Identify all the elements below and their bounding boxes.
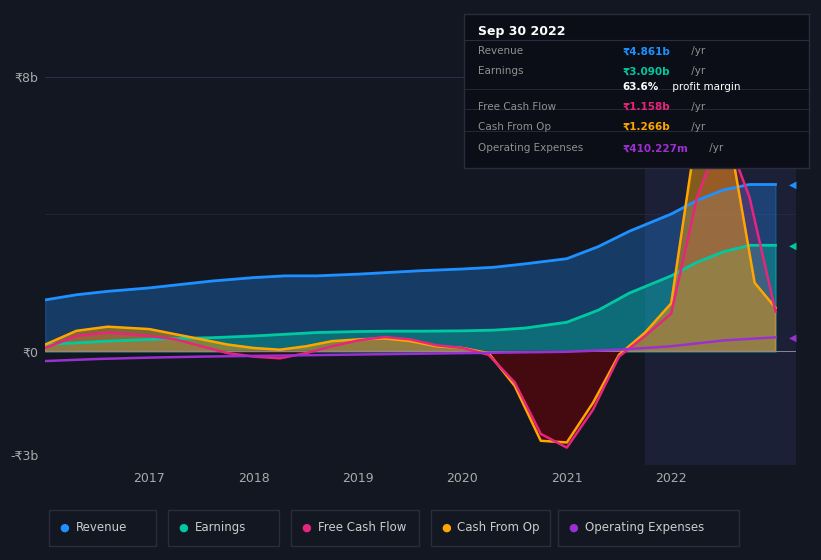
Text: /yr: /yr (688, 122, 705, 132)
Text: ₹1.266b: ₹1.266b (622, 122, 670, 132)
Text: ◀: ◀ (789, 179, 796, 189)
Text: ●: ● (301, 523, 311, 533)
Text: ◀: ◀ (789, 240, 796, 250)
Text: Sep 30 2022: Sep 30 2022 (478, 25, 565, 38)
Text: 63.6%: 63.6% (622, 82, 658, 92)
Text: ₹4.861b: ₹4.861b (622, 46, 671, 57)
Text: Earnings: Earnings (478, 67, 523, 76)
Text: profit margin: profit margin (669, 82, 741, 92)
Text: ₹3.090b: ₹3.090b (622, 67, 670, 76)
Text: ◀: ◀ (789, 332, 796, 342)
Text: Operating Expenses: Operating Expenses (585, 521, 704, 534)
Text: ●: ● (568, 523, 578, 533)
Bar (645, 56, 796, 465)
Text: Earnings: Earnings (195, 521, 246, 534)
Text: Free Cash Flow: Free Cash Flow (478, 102, 556, 112)
Text: /yr: /yr (688, 102, 705, 112)
Text: ₹410.227m: ₹410.227m (622, 143, 688, 153)
Text: Cash From Op: Cash From Op (457, 521, 539, 534)
Text: ₹1.158b: ₹1.158b (622, 102, 670, 112)
Text: ●: ● (178, 523, 188, 533)
Text: /yr: /yr (688, 46, 705, 57)
Text: Operating Expenses: Operating Expenses (478, 143, 583, 153)
Text: Free Cash Flow: Free Cash Flow (318, 521, 406, 534)
Text: Cash From Op: Cash From Op (478, 122, 551, 132)
Text: ●: ● (59, 523, 69, 533)
Text: Revenue: Revenue (76, 521, 127, 534)
Text: /yr: /yr (688, 67, 705, 76)
Text: /yr: /yr (706, 143, 723, 153)
Text: Revenue: Revenue (478, 46, 523, 57)
Text: ●: ● (441, 523, 451, 533)
